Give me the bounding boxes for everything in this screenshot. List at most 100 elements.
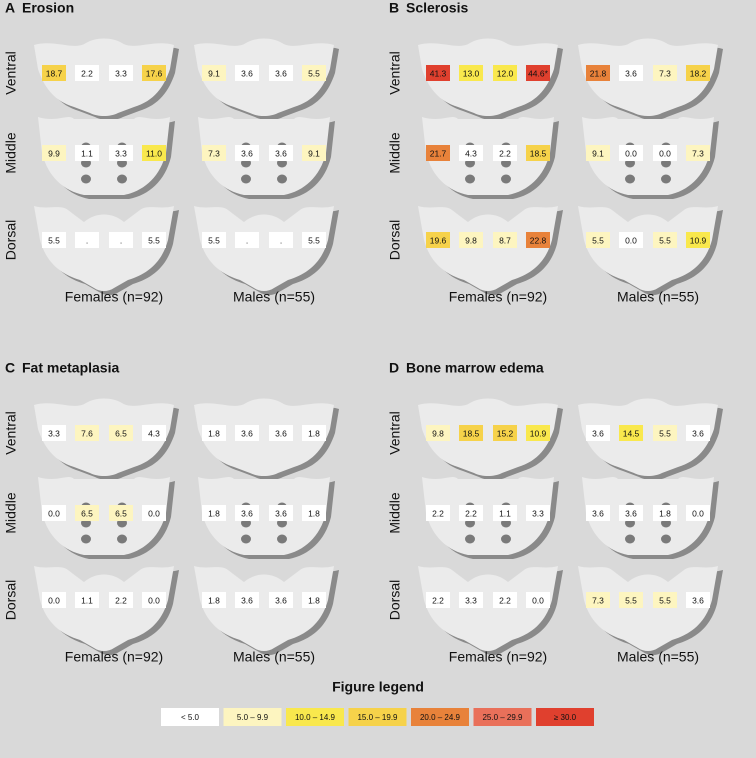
value-label: 2.2: [465, 508, 477, 518]
panel-title: Bone marrow edema: [406, 360, 544, 376]
value-label: 7.3: [659, 68, 671, 78]
value-label: 0.0: [48, 508, 60, 518]
legend-label: 25.0 – 29.9: [482, 713, 523, 722]
row-label: Ventral: [387, 51, 403, 95]
foramen: [625, 535, 635, 544]
foramen: [501, 175, 511, 184]
value-label: 17.6: [146, 68, 163, 78]
value-label: 3.3: [115, 148, 127, 158]
value-label: 5.5: [659, 595, 671, 605]
value-label: 1.8: [208, 595, 220, 605]
legend-title: Figure legend: [332, 679, 424, 695]
value-label: 0.0: [659, 148, 671, 158]
value-label: 7.3: [208, 148, 220, 158]
group-label: Females (n=92): [449, 649, 547, 665]
legend-label: 10.0 – 14.9: [295, 713, 336, 722]
group-label: Females (n=92): [65, 289, 163, 305]
value-label: 10.9: [690, 235, 707, 245]
value-label: 6.5: [115, 428, 127, 438]
row-label: Ventral: [3, 51, 19, 95]
foramen: [465, 535, 475, 544]
value-label: 3.6: [241, 508, 253, 518]
value-label: .: [86, 235, 88, 245]
value-label: 41.3: [430, 68, 447, 78]
foramen: [81, 175, 91, 184]
value-label: 18.2: [690, 68, 707, 78]
value-label: 3.6: [241, 428, 253, 438]
value-label: 0.0: [625, 235, 637, 245]
value-label: 3.6: [275, 508, 287, 518]
value-label: 1.8: [308, 595, 320, 605]
panel-title: Fat metaplasia: [22, 360, 119, 376]
value-label: 9.1: [592, 148, 604, 158]
row-label: Dorsal: [387, 580, 403, 620]
foramen: [277, 535, 287, 544]
value-label: 1.8: [208, 428, 220, 438]
value-label: 5.5: [625, 595, 637, 605]
value-label: 21.8: [590, 68, 607, 78]
value-label: 5.5: [308, 68, 320, 78]
value-label: 1.1: [81, 148, 93, 158]
value-label: 2.2: [432, 595, 444, 605]
value-label: 0.0: [692, 508, 704, 518]
value-label: 1.1: [499, 508, 511, 518]
group-label: Females (n=92): [65, 649, 163, 665]
panel-letter: B: [389, 0, 399, 16]
value-label: 3.6: [241, 68, 253, 78]
group-label: Males (n=55): [233, 649, 315, 665]
legend-label: 20.0 – 24.9: [420, 713, 461, 722]
value-label: 7.6: [81, 428, 93, 438]
value-label: 3.6: [241, 595, 253, 605]
value-label: 3.3: [532, 508, 544, 518]
value-label: 9.9: [48, 148, 60, 158]
value-label: 2.2: [81, 68, 93, 78]
foramen: [625, 175, 635, 184]
value-label: 5.5: [208, 235, 220, 245]
panel-letter: C: [5, 360, 15, 376]
value-label: 11.0: [146, 148, 162, 158]
foramen: [241, 535, 251, 544]
row-label: Dorsal: [387, 220, 403, 260]
row-label: Ventral: [3, 411, 19, 455]
foramen: [117, 535, 127, 544]
value-label: 3.6: [275, 595, 287, 605]
value-label: 0.0: [532, 595, 544, 605]
foramen: [277, 175, 287, 184]
value-label: 3.6: [275, 148, 287, 158]
value-label: 0.0: [48, 595, 60, 605]
value-label: 9.1: [308, 148, 320, 158]
legend-label: ≥ 30.0: [554, 713, 577, 722]
panel-letter: D: [389, 360, 399, 376]
value-label: 8.7: [499, 235, 511, 245]
value-label: 5.5: [48, 235, 60, 245]
value-label: 5.5: [592, 235, 604, 245]
row-label: Ventral: [387, 411, 403, 455]
value-label: 5.5: [148, 235, 160, 245]
group-label: Males (n=55): [617, 649, 699, 665]
value-label: 10.9: [530, 428, 547, 438]
panel-title: Sclerosis: [406, 0, 468, 16]
legend-label: < 5.0: [181, 713, 200, 722]
value-label: 6.5: [115, 508, 127, 518]
panel-letter: A: [5, 0, 15, 16]
row-label: Middle: [3, 132, 19, 173]
group-label: Females (n=92): [449, 289, 547, 305]
value-label: 9.8: [432, 428, 444, 438]
value-label: 9.1: [208, 68, 220, 78]
value-label: 3.6: [592, 428, 604, 438]
value-label: 1.8: [308, 428, 320, 438]
value-label: 2.2: [432, 508, 444, 518]
value-label: 4.3: [465, 148, 477, 158]
value-label: 2.2: [499, 595, 511, 605]
value-label: 18.5: [530, 148, 547, 158]
value-label: 7.3: [592, 595, 604, 605]
foramen: [661, 535, 671, 544]
value-label: 19.6: [430, 235, 447, 245]
foramen: [117, 175, 127, 184]
value-label: 21.7: [430, 148, 447, 158]
value-label: 3.6: [592, 508, 604, 518]
legend-label: 15.0 – 19.9: [357, 713, 398, 722]
value-label: 2.2: [499, 148, 511, 158]
value-label: 3.6: [625, 508, 637, 518]
